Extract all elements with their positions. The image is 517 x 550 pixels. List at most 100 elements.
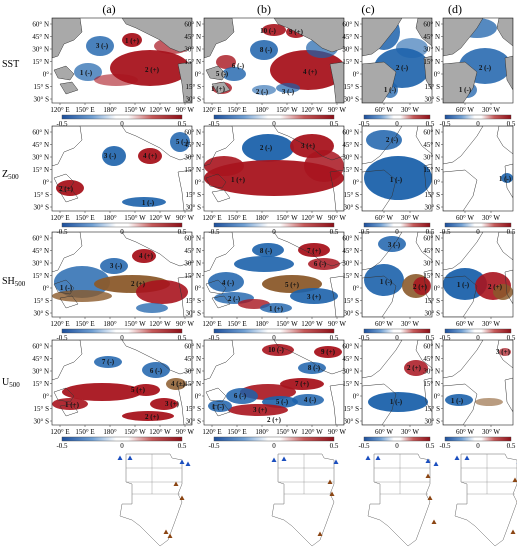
column-title-a: (a) <box>102 2 115 16</box>
colorbar-strip <box>363 222 431 228</box>
colorbar: -0.5 0 0.5 <box>208 114 339 128</box>
lat-tick-label: 30° S <box>186 204 202 212</box>
north-america-coast <box>443 232 484 271</box>
colorbar-strip <box>213 328 335 334</box>
anomaly-region <box>100 258 128 274</box>
anomaly-region <box>62 383 142 401</box>
north-america-coast <box>121 18 192 53</box>
anomaly-region <box>260 303 292 313</box>
station-marker <box>167 533 173 538</box>
colorbar-tick-label: 0 <box>395 228 399 236</box>
north-america-coast <box>273 126 344 161</box>
north-america-coast <box>443 340 484 379</box>
asia-coast <box>52 340 83 381</box>
lat-tick-label: 15° S <box>34 405 50 413</box>
mode-label: 9 (+) <box>321 348 336 356</box>
mode-label: 1 (-) <box>142 199 155 207</box>
colorbar-strip <box>444 328 512 334</box>
south-america-coast <box>329 383 344 425</box>
lat-tick-label: 0° <box>43 179 50 187</box>
colorbar-strip <box>363 114 431 120</box>
lat-tick-label: 45° N <box>342 355 359 363</box>
lon-tick-label: 90° W <box>328 320 346 328</box>
colorbar: -0.5 0 0.5 <box>208 328 339 342</box>
station-marker <box>117 455 123 460</box>
lon-tick-label: 150° E <box>227 320 246 328</box>
lat-tick-label: 45° N <box>32 355 49 363</box>
mode-label: 7 (-) <box>102 358 115 366</box>
mode-label: 1 (+) <box>269 305 284 313</box>
lat-tick-label: 30° S <box>425 418 441 426</box>
lat-tick-label: 60° N <box>32 129 49 137</box>
maritime-continent <box>205 387 227 403</box>
lon-tick-label: 180° <box>103 214 117 222</box>
anomaly-region <box>166 378 186 390</box>
lat-tick-label: 0° <box>353 285 360 293</box>
panel-frame <box>442 231 514 318</box>
lon-tick-label: 120° W <box>149 214 171 222</box>
south-america-coast <box>443 383 478 425</box>
mode-label: 3 (-) <box>96 42 109 50</box>
anomaly-region <box>378 236 406 252</box>
anomaly-region <box>290 288 338 304</box>
colorbar-strip <box>363 328 431 334</box>
anomaly-region <box>292 394 324 406</box>
lat-tick-label: 30° S <box>425 310 441 318</box>
lon-tick-label: 150° W <box>124 428 146 436</box>
colorbar-tick-label: 0 <box>476 334 480 342</box>
lat-tick-label: 60° N <box>184 129 201 137</box>
lat-tick-label: 60° N <box>423 235 440 243</box>
europe-coast <box>496 232 513 261</box>
south-america-coast <box>362 61 397 103</box>
lat-tick-label: 15° N <box>32 272 49 280</box>
island <box>59 295 79 309</box>
anomaly-region <box>368 392 428 412</box>
mode-label: 7 (+) <box>295 380 310 388</box>
station-marker <box>464 455 470 460</box>
lon-tick-label: 150° E <box>227 106 246 114</box>
anomaly-region <box>252 85 276 95</box>
colorbar-tick-label: 0 <box>272 228 276 236</box>
panel-frame <box>203 17 345 104</box>
map-content <box>362 126 432 211</box>
state-outline <box>119 453 183 547</box>
map-content <box>52 18 192 103</box>
anomaly-region <box>314 346 342 358</box>
lat-tick-label: 30° N <box>184 368 201 376</box>
state-outline <box>271 453 335 547</box>
anomaly-region <box>250 40 278 60</box>
anomaly-region <box>304 150 344 182</box>
lat-tick-label: 15° N <box>32 58 49 66</box>
lon-tick-label: 30° W <box>401 106 419 114</box>
anomaly-region <box>222 67 246 81</box>
anomaly-region <box>228 404 288 416</box>
anomaly-region <box>102 146 126 166</box>
europe-coast <box>496 18 513 47</box>
colorbar-tick-label: 0.5 <box>507 334 516 342</box>
lon-tick-label: 120° E <box>50 320 69 328</box>
lat-tick-label: 30° S <box>34 96 50 104</box>
lat-tick-label: 15° S <box>425 405 441 413</box>
lon-tick-label: 60° W <box>375 320 393 328</box>
lat-tick-label: 45° N <box>32 247 49 255</box>
north-america-coast <box>121 340 192 375</box>
south-america-coast <box>443 61 478 103</box>
lat-tick-label: 30° N <box>184 260 201 268</box>
lon-tick-label: 60° W <box>375 214 393 222</box>
maritime-continent <box>205 173 227 189</box>
anomaly-region <box>122 411 174 421</box>
panel-frame <box>203 231 345 318</box>
panel-frame <box>442 17 514 104</box>
lat-tick-label: 60° N <box>342 129 359 137</box>
lat-tick-label: 30° S <box>186 418 202 426</box>
station-marker <box>431 519 437 524</box>
colorbar-tick-label: 0 <box>272 120 276 128</box>
lon-tick-label: 120° E <box>50 106 69 114</box>
station-marker <box>185 461 191 466</box>
anomaly-region <box>94 356 122 368</box>
maritime-continent <box>53 279 75 295</box>
lat-tick-label: 0° <box>434 393 441 401</box>
lat-tick-label: 30° S <box>34 418 50 426</box>
lat-tick-label: 15° S <box>344 83 360 91</box>
